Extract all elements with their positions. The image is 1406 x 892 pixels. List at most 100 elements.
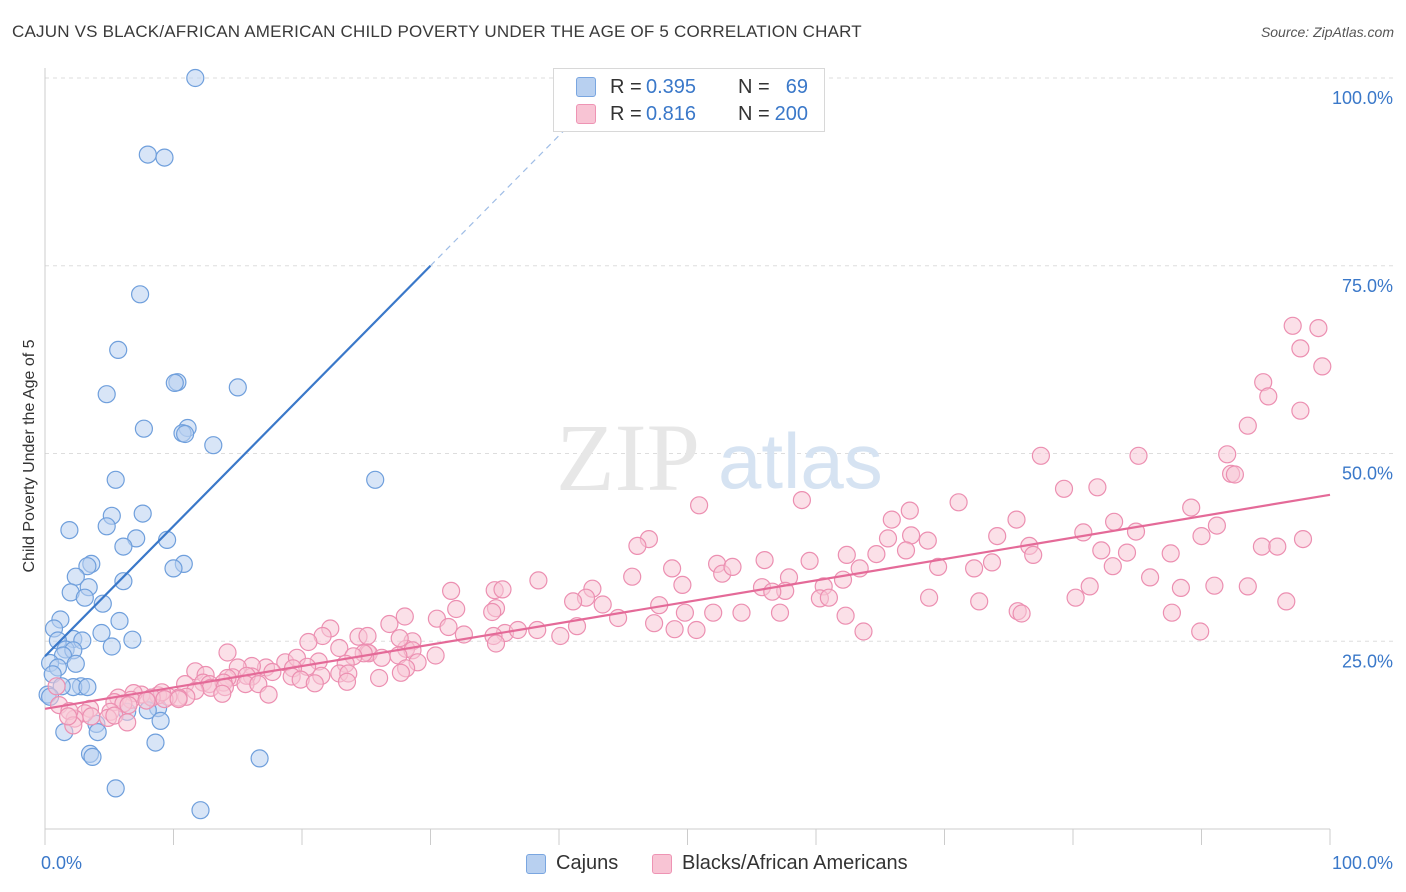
legend-n-label: N = (738, 102, 770, 125)
y-tick-label: 75.0% (1342, 276, 1393, 296)
chart-source: Source: ZipAtlas.com (1260, 24, 1394, 40)
blacks-point (687, 620, 706, 640)
blacks-point (675, 603, 695, 622)
blacks-point (644, 614, 664, 633)
blacks-point (169, 689, 188, 709)
cajun-point (78, 677, 97, 697)
blacks-point (118, 713, 137, 732)
cajun-point (78, 557, 97, 576)
blacks-point (358, 626, 377, 646)
blacks-point (732, 603, 751, 622)
cajun-point (155, 148, 174, 167)
legend-r-label: R = (610, 102, 642, 125)
legend-n-value: 69 (785, 75, 808, 98)
blacks-point (395, 607, 414, 626)
blacks-point (867, 544, 886, 564)
blacks-point (919, 588, 939, 607)
cajun-point (88, 722, 107, 742)
blacks-point (900, 501, 919, 520)
cajun-point (176, 424, 195, 444)
cajun-point (93, 594, 112, 613)
blacks-point (1031, 446, 1051, 465)
cajun-point (114, 572, 133, 591)
blacks-point (665, 620, 684, 639)
blacks-point (1092, 541, 1111, 560)
blacks-point (439, 617, 458, 637)
blacks-point (1277, 592, 1296, 611)
blacks-point (1207, 516, 1227, 535)
cajun-point (134, 419, 153, 438)
blacks-point (58, 707, 78, 726)
blacks-point (1268, 537, 1287, 556)
blacks-point (1182, 498, 1201, 517)
blacks-point (623, 567, 642, 586)
blacks-point (330, 638, 349, 658)
blacks-point (836, 606, 855, 625)
blacks-point (1129, 446, 1148, 465)
cajun-point (97, 385, 116, 404)
y-tick-label: 25.0% (1342, 651, 1393, 671)
cajun-point (191, 801, 210, 820)
blacks-point (528, 620, 547, 640)
blacks-point (1104, 512, 1124, 531)
watermark-zip: ZIP (556, 404, 700, 511)
blacks-point (1291, 339, 1310, 358)
legend-swatch-blacks (652, 853, 672, 874)
cajun-point (114, 537, 133, 556)
blacks-point (949, 493, 968, 512)
blacks-point (882, 510, 901, 529)
trend-line-cajuns (44, 264, 432, 658)
cajun-point (75, 588, 94, 607)
cajun-point (92, 623, 111, 643)
blacks-point (380, 614, 399, 634)
trend-lines (44, 115, 1331, 710)
blacks-point (1309, 319, 1328, 338)
legend-swatch-cajuns (576, 77, 596, 97)
legend-r-value: 0.816 (646, 102, 697, 125)
blacks-point (119, 695, 138, 715)
series-blacks-african-americans (47, 316, 1332, 735)
blacks-point (1259, 387, 1278, 406)
cajun-point (151, 711, 170, 731)
blacks-point (982, 553, 1002, 572)
blacks-point (837, 545, 856, 565)
blacks-point (1218, 445, 1237, 464)
blacks-point (1313, 357, 1332, 376)
blacks-point (305, 674, 324, 693)
blacks-point (82, 707, 101, 726)
blacks-point (1252, 537, 1272, 556)
cajun-point (110, 611, 129, 631)
legend-item-blacks[interactable]: Blacks/African Americans (652, 852, 908, 875)
blacks-point (370, 668, 389, 688)
blacks-point (299, 632, 318, 652)
cajun-point (123, 630, 142, 649)
blacks-point (770, 603, 790, 622)
blacks-point (878, 529, 898, 548)
legend-n-label: N = (738, 75, 770, 98)
cajun-point (186, 68, 205, 88)
blacks-point (1140, 568, 1160, 587)
blacks-point (47, 677, 66, 696)
blacks-point (137, 691, 156, 710)
tick-labels: 25.0% 50.0% 75.0% 100.0% 0.0% 100.0% (41, 88, 1393, 873)
legend-label-blacks: Blacks/African Americans (682, 852, 908, 874)
blacks-point (755, 550, 774, 570)
blacks-point (628, 536, 647, 556)
blacks-point (426, 646, 445, 665)
blacks-point (563, 592, 583, 611)
legend-swatch-blacks (576, 104, 596, 124)
blacks-point (1074, 523, 1093, 542)
chart-title: CAJUN VS BLACK/AFRICAN AMERICAN CHILD PO… (12, 22, 862, 41)
blacks-point (1117, 543, 1137, 562)
blacks-point (1024, 545, 1043, 565)
cajun-point (127, 529, 146, 548)
blacks-point (390, 629, 409, 648)
blacks-point (1191, 622, 1210, 641)
blacks-point (704, 603, 723, 622)
legend-item-cajuns[interactable]: Cajuns (526, 852, 618, 875)
blacks-point (1066, 588, 1085, 607)
blacks-point (1171, 578, 1191, 598)
blacks-point (1162, 603, 1182, 622)
blacks-point (988, 526, 1007, 546)
cajun-point (83, 747, 102, 767)
